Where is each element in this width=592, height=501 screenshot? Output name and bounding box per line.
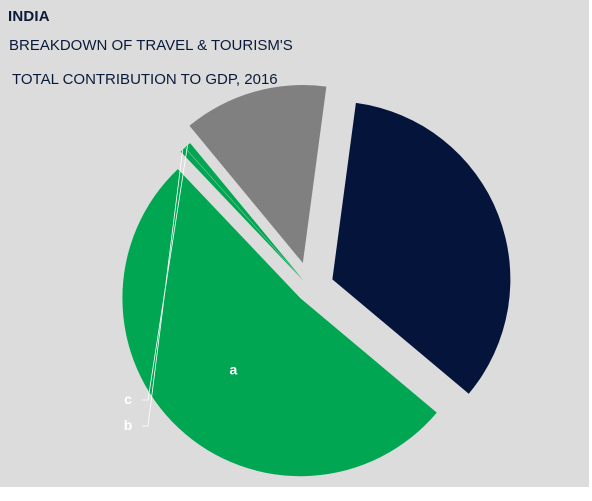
country-label: INDIA: [8, 8, 50, 25]
pie-slice-navy: [332, 102, 511, 394]
chart-title-line-2: TOTAL CONTRIBUTION TO GDP, 2016: [12, 71, 278, 88]
slice-label-c: c: [124, 391, 132, 407]
pie-slice-c: [185, 143, 304, 281]
pie-slice-a: [122, 169, 437, 477]
pie-slice-b: [180, 147, 304, 281]
leader-line-b: [142, 149, 184, 427]
pie-slice-gray: [189, 85, 327, 264]
slice-label-b: b: [124, 417, 133, 433]
slice-label-a: a: [229, 362, 237, 378]
leader-line-c: [142, 145, 188, 401]
chart-title-line-1: BREAKDOWN OF TRAVEL & TOURISM'S: [9, 37, 293, 54]
